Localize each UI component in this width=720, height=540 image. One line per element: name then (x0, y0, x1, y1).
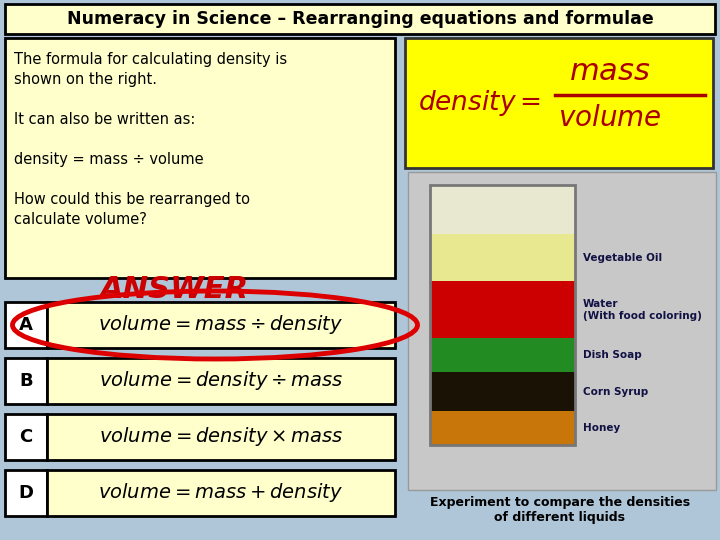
Text: ANSWER: ANSWER (100, 275, 250, 305)
FancyBboxPatch shape (5, 38, 395, 278)
Text: B: B (19, 372, 33, 390)
FancyBboxPatch shape (5, 4, 715, 34)
Text: $\mathit{volume}$: $\mathit{volume}$ (558, 104, 662, 132)
Text: A: A (19, 316, 33, 334)
FancyBboxPatch shape (47, 414, 395, 460)
FancyBboxPatch shape (5, 470, 47, 516)
Text: It can also be written as:: It can also be written as: (14, 112, 195, 127)
FancyBboxPatch shape (405, 38, 713, 168)
Text: $\mathit{volume = density \div  mass}$: $\mathit{volume = density \div mass}$ (99, 369, 343, 393)
FancyBboxPatch shape (430, 339, 575, 372)
Text: Experiment to compare the densities
of different liquids: Experiment to compare the densities of d… (430, 496, 690, 524)
Text: $\mathit{mass}$: $\mathit{mass}$ (570, 57, 651, 86)
FancyBboxPatch shape (47, 358, 395, 404)
FancyBboxPatch shape (5, 414, 47, 460)
Text: $\mathit{volume = mass \div  density}$: $\mathit{volume = mass \div density}$ (99, 314, 343, 336)
Text: $\mathit{volume = mass + density}$: $\mathit{volume = mass + density}$ (99, 482, 343, 504)
FancyBboxPatch shape (430, 185, 575, 234)
Text: How could this be rearranged to: How could this be rearranged to (14, 192, 250, 207)
FancyBboxPatch shape (5, 302, 47, 348)
FancyBboxPatch shape (430, 372, 575, 411)
FancyBboxPatch shape (408, 172, 716, 490)
Text: density = mass ÷ volume: density = mass ÷ volume (14, 152, 204, 167)
Text: $\mathit{volume = density \times  mass}$: $\mathit{volume = density \times mass}$ (99, 426, 343, 449)
Text: The formula for calculating density is: The formula for calculating density is (14, 52, 287, 67)
Text: C: C (19, 428, 32, 446)
Text: Corn Syrup: Corn Syrup (583, 387, 648, 397)
Text: Water
(With food coloring): Water (With food coloring) (583, 299, 702, 321)
FancyBboxPatch shape (430, 281, 575, 339)
Text: Vegetable Oil: Vegetable Oil (583, 253, 662, 263)
FancyBboxPatch shape (430, 411, 575, 445)
Text: D: D (19, 484, 34, 502)
Text: $\mathit{density} =$: $\mathit{density} =$ (418, 88, 541, 118)
FancyBboxPatch shape (5, 358, 47, 404)
Text: Honey: Honey (583, 423, 620, 433)
FancyBboxPatch shape (47, 302, 395, 348)
FancyBboxPatch shape (47, 470, 395, 516)
Text: shown on the right.: shown on the right. (14, 72, 157, 87)
Text: calculate volume?: calculate volume? (14, 212, 147, 227)
Text: Numeracy in Science – Rearranging equations and formulae: Numeracy in Science – Rearranging equati… (67, 10, 653, 28)
FancyBboxPatch shape (430, 234, 575, 281)
Text: Dish Soap: Dish Soap (583, 350, 642, 360)
